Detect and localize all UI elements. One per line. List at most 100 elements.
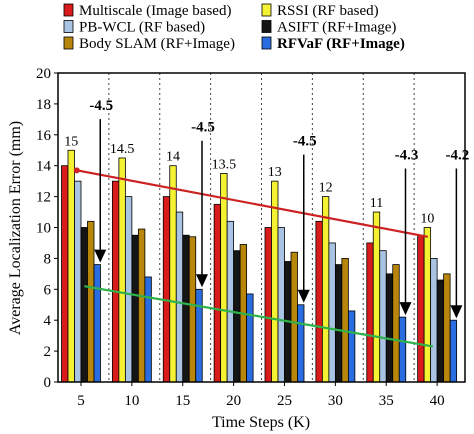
bar bbox=[74, 180, 82, 383]
bar bbox=[385, 273, 394, 383]
y-tick-label: 12 bbox=[36, 190, 51, 206]
legend-swatch bbox=[261, 3, 272, 17]
y-tick-label: 10 bbox=[36, 221, 51, 237]
legend-swatch bbox=[63, 20, 74, 33]
arrow-head bbox=[450, 305, 463, 319]
bar bbox=[341, 257, 349, 383]
x-tick-label: 25 bbox=[277, 393, 292, 409]
bar bbox=[111, 180, 120, 383]
bar bbox=[443, 273, 451, 383]
bar bbox=[124, 196, 133, 383]
rssi-value-label: 11 bbox=[370, 196, 383, 211]
bar bbox=[277, 227, 285, 383]
legend-label: RSSI (RF based) bbox=[277, 3, 379, 19]
bar bbox=[328, 242, 336, 383]
y-axis-label: Average Localization Error (mm) bbox=[7, 121, 24, 335]
y-tick-label: 16 bbox=[36, 128, 52, 144]
bar bbox=[182, 234, 190, 383]
y-tick-label: 4 bbox=[44, 313, 52, 329]
legend-swatch bbox=[261, 36, 272, 50]
trend-line-green bbox=[84, 285, 434, 348]
bars bbox=[61, 149, 458, 383]
y-tick-label: 14 bbox=[36, 159, 52, 175]
y-tick-label: 0 bbox=[44, 375, 52, 391]
y-axis: 0 2 4 6 8 10 12 14 16 18 20 bbox=[36, 66, 58, 391]
x-tick-label: 40 bbox=[430, 393, 445, 409]
bar bbox=[93, 264, 101, 383]
improvement-label: -4.2 bbox=[446, 148, 470, 164]
legend-label: ASIFT (RF+Image) bbox=[277, 20, 396, 36]
rssi-value-label: 14.5 bbox=[110, 142, 135, 157]
bar bbox=[118, 157, 126, 383]
legend-swatch bbox=[63, 36, 74, 50]
bar bbox=[246, 293, 254, 383]
bar bbox=[449, 319, 458, 383]
y-tick-label: 6 bbox=[44, 282, 52, 298]
bar bbox=[188, 236, 197, 383]
bar bbox=[169, 165, 177, 383]
bar bbox=[162, 196, 171, 383]
bar bbox=[175, 211, 184, 383]
trend-lines bbox=[73, 167, 434, 348]
legend: Multiscale (Image based) RSSI (RF based) P… bbox=[63, 3, 405, 52]
x-tick-label: 5 bbox=[77, 393, 85, 409]
x-axis: 5 10 15 20 25 30 35 40 bbox=[77, 382, 445, 409]
legend-label: Body SLAM (RF+Image) bbox=[79, 36, 235, 52]
grid bbox=[108, 73, 415, 382]
bar bbox=[233, 250, 241, 383]
bar bbox=[315, 220, 323, 383]
legend-swatch bbox=[261, 20, 272, 33]
bar bbox=[87, 220, 95, 383]
x-tick-label: 20 bbox=[226, 393, 241, 409]
bar bbox=[398, 316, 407, 383]
improvement-label: -4.3 bbox=[395, 148, 419, 164]
bar bbox=[321, 196, 330, 383]
bar bbox=[297, 304, 305, 383]
bar bbox=[372, 211, 381, 383]
bar bbox=[290, 251, 298, 383]
rssi-value-label: 14 bbox=[166, 150, 180, 165]
bar bbox=[334, 264, 343, 383]
bar bbox=[80, 227, 88, 383]
bar bbox=[264, 227, 272, 383]
y-tick-label: 20 bbox=[36, 66, 51, 82]
x-tick-label: 15 bbox=[175, 393, 190, 409]
rssi-value-label: 12 bbox=[319, 181, 333, 196]
legend-label: RFVaF (RF+Image) bbox=[277, 36, 405, 52]
bar bbox=[379, 250, 387, 383]
rssi-value-label: 10 bbox=[420, 212, 434, 227]
x-tick-label: 10 bbox=[124, 393, 139, 409]
bar bbox=[392, 264, 400, 383]
bar bbox=[213, 203, 222, 383]
bar bbox=[61, 165, 69, 383]
bar bbox=[430, 257, 438, 383]
arrow-head bbox=[297, 289, 310, 303]
bar bbox=[423, 227, 432, 383]
legend-label: Multiscale (Image based) bbox=[79, 3, 231, 19]
y-tick-label: 2 bbox=[44, 344, 52, 360]
bar bbox=[271, 180, 279, 383]
arrow-head bbox=[196, 274, 208, 288]
legend-label: PB-WCL (RF based) bbox=[79, 20, 205, 36]
improvement-label: -4.5 bbox=[293, 134, 317, 150]
improvement-label: -4.5 bbox=[191, 120, 215, 136]
bar bbox=[347, 310, 356, 383]
improvement-label: -4.5 bbox=[89, 98, 113, 114]
rssi-value-label: 15 bbox=[64, 134, 78, 149]
bar bbox=[417, 234, 425, 383]
bar bbox=[144, 276, 152, 383]
bar bbox=[436, 279, 445, 383]
x-axis-label: Time Steps (K) bbox=[212, 414, 310, 431]
rssi-value-label: 13.5 bbox=[212, 157, 237, 172]
bar bbox=[67, 149, 75, 383]
x-tick-label: 35 bbox=[379, 393, 394, 409]
x-tick-label: 30 bbox=[328, 393, 343, 409]
bar bbox=[195, 288, 203, 383]
bar bbox=[366, 242, 374, 383]
legend-swatch bbox=[63, 3, 74, 17]
annotations: 15 14.5 14 13.5 13 12 11 10 -4.5 -4.5 -4.5 -4.3 -4.2 bbox=[64, 98, 470, 319]
bar bbox=[220, 173, 228, 383]
y-tick-label: 8 bbox=[44, 251, 52, 267]
rssi-value-label: 13 bbox=[268, 165, 282, 180]
